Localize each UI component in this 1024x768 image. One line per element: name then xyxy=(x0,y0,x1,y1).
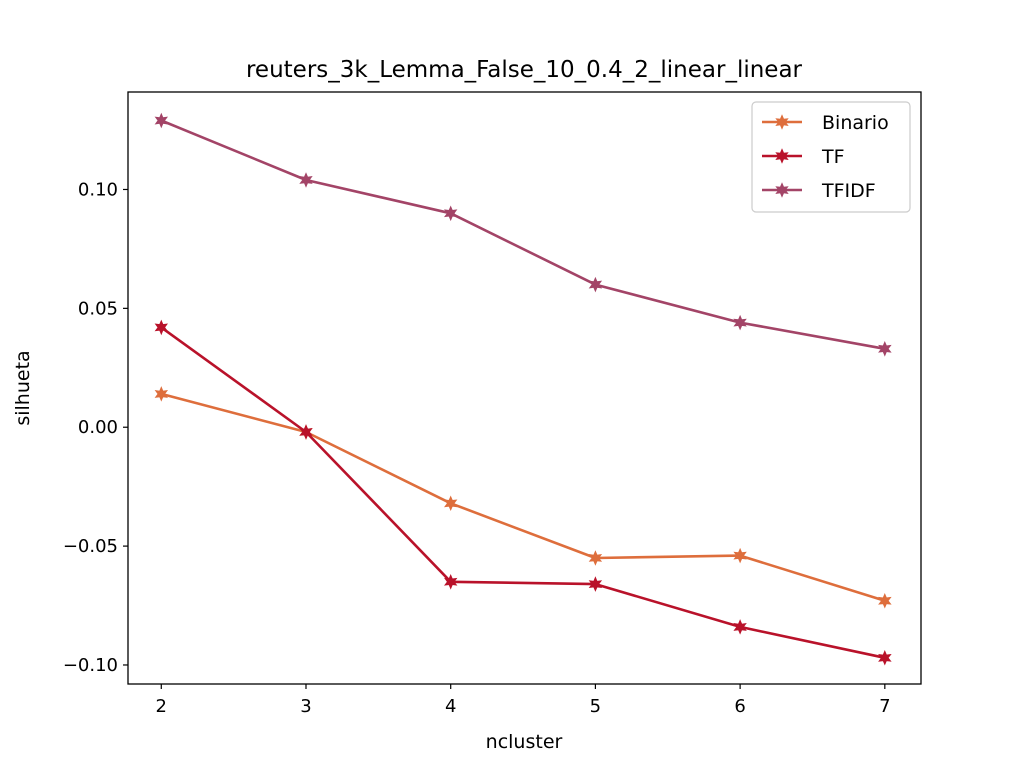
data-point xyxy=(588,276,603,293)
data-point xyxy=(154,319,169,336)
data-point xyxy=(588,550,603,566)
x-tick-label: 2 xyxy=(156,696,167,717)
legend-marker xyxy=(775,148,789,164)
data-point xyxy=(154,386,169,402)
y-tick-label: −0.05 xyxy=(63,536,118,557)
legend-marker xyxy=(775,114,789,130)
series-tf xyxy=(154,319,892,666)
data-point xyxy=(588,576,603,592)
x-axis-label: ncluster xyxy=(486,731,563,753)
series-line xyxy=(160,326,886,660)
data-point xyxy=(443,574,458,590)
data-point xyxy=(878,593,892,609)
legend-item-binario: Binario xyxy=(762,112,889,134)
data-point xyxy=(443,205,458,222)
legend-label: TFIDF xyxy=(821,180,876,202)
chart-title: reuters_3k_Lemma_False_10_0.4_2_linear_l… xyxy=(246,57,803,83)
data-point xyxy=(154,112,169,129)
plot-frame xyxy=(127,91,922,685)
data-point xyxy=(878,650,892,666)
y-axis-label: silhueta xyxy=(12,350,34,425)
y-tick-label: −0.10 xyxy=(63,655,118,676)
y-tick-label: 0.00 xyxy=(78,417,118,438)
legend-box xyxy=(751,101,911,213)
data-point xyxy=(733,619,747,635)
series-tfidf xyxy=(154,112,892,357)
series-line xyxy=(160,392,886,603)
x-tick-label: 5 xyxy=(590,696,601,717)
data-point xyxy=(444,495,458,512)
data-point xyxy=(733,314,747,331)
data-point xyxy=(733,547,747,564)
x-tick-label: 6 xyxy=(734,696,745,717)
x-tick-label: 7 xyxy=(879,696,890,717)
legend-label: TF xyxy=(821,146,845,168)
y-tick-label: 0.05 xyxy=(78,298,118,319)
data-point xyxy=(299,424,313,440)
series-line xyxy=(160,119,886,351)
data-point xyxy=(299,172,313,188)
legend: Binario TF TFIDF xyxy=(751,101,911,213)
legend-marker xyxy=(775,182,789,198)
data-point xyxy=(878,341,892,357)
legend-item-tfidf: TFIDF xyxy=(762,180,876,202)
y-tick-label: 0.10 xyxy=(78,179,118,200)
legend-item-tf: TF xyxy=(762,146,845,168)
x-tick-label: 4 xyxy=(445,696,456,717)
x-tick-label: 3 xyxy=(300,696,311,717)
legend-label: Binario xyxy=(822,112,889,134)
